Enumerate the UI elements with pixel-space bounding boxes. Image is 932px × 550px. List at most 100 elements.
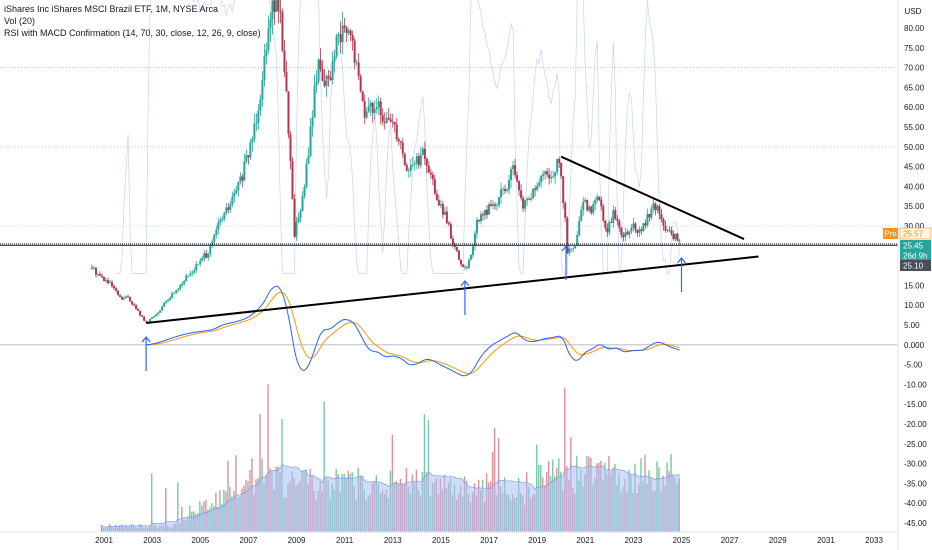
candle-body: [225, 207, 228, 213]
candle-body: [177, 288, 180, 291]
support-trendline: [146, 255, 759, 325]
candle-body: [127, 296, 130, 298]
y-tick-label: 15.00: [904, 281, 925, 290]
candle-body: [227, 207, 230, 210]
legend-title[interactable]: iShares Inc iShares MSCI Brazil ETF, 1M,…: [4, 4, 219, 14]
y-tick-label: 65.00: [904, 83, 925, 92]
candle-body: [590, 206, 593, 213]
candle-body: [191, 272, 194, 274]
candle-body: [516, 175, 519, 181]
candle-body: [223, 212, 226, 219]
candle-body: [670, 230, 673, 234]
up-arrow-head: [460, 279, 470, 287]
macd-pane: [0, 285, 898, 377]
candle-body: [125, 296, 128, 299]
candle-body: [109, 282, 112, 284]
candle-body: [237, 182, 240, 191]
candle-body: [399, 141, 402, 143]
candle-body: [632, 223, 635, 228]
x-tick-label: 2021: [576, 536, 594, 545]
candle-body: [455, 246, 458, 251]
candle-body: [117, 290, 120, 296]
candle-body: [608, 222, 611, 233]
candle-body: [375, 107, 378, 110]
candle-body: [359, 76, 362, 92]
candle-body: [592, 203, 595, 213]
candle-body: [121, 296, 124, 300]
candle-body: [389, 119, 392, 122]
candle-body: [668, 230, 671, 232]
candle-body: [421, 148, 424, 155]
candle-body: [105, 280, 108, 281]
y-tick-label: 50.00: [904, 143, 925, 152]
y-tick-label: 5.00: [904, 321, 920, 330]
candle-body: [646, 213, 649, 226]
volume-bar: [423, 414, 426, 532]
legend-volume[interactable]: Vol (20): [4, 16, 36, 26]
candle-body: [363, 101, 366, 118]
candle-body: [251, 139, 254, 143]
price-tag-box: [900, 260, 931, 271]
candle-body: [562, 176, 565, 204]
candle-body: [520, 190, 523, 198]
candle-body: [662, 218, 665, 226]
y-tick-label: -10.00: [904, 380, 927, 389]
candle-body: [317, 59, 320, 82]
candle-body: [229, 204, 232, 210]
candle-body: [343, 25, 346, 28]
candle-body: [469, 255, 472, 260]
candle-body: [494, 204, 497, 206]
candle-body: [461, 264, 464, 268]
candle-body: [153, 316, 156, 318]
candle-body: [642, 223, 645, 232]
candle-body: [429, 172, 432, 175]
candle-body: [271, 0, 274, 20]
candle-body: [115, 288, 118, 291]
candle-body: [339, 34, 342, 43]
candle-body: [554, 172, 557, 177]
up-arrow-head: [561, 244, 571, 252]
candle-body: [309, 126, 312, 156]
candle-body: [508, 179, 511, 190]
volume-bar: [323, 401, 325, 532]
y-tick-label: 45.00: [904, 163, 925, 172]
y-tick-label: -30.00: [904, 460, 927, 469]
candle-body: [544, 171, 547, 174]
candle-body: [678, 240, 681, 242]
candle-body: [291, 161, 294, 200]
legend-rsi[interactable]: RSI with MACD Confirmation (14, 70, 30, …: [4, 28, 261, 38]
candle-body: [383, 121, 386, 123]
chart-legend: iShares Inc iShares MSCI Brazil ETF, 1M,…: [4, 3, 261, 39]
candle-body: [417, 156, 420, 166]
macd-signal-line: [146, 291, 680, 375]
y-tick-label: -15.00: [904, 400, 927, 409]
candle-body: [594, 200, 597, 204]
candle-body: [297, 217, 300, 223]
candle-body: [111, 282, 114, 287]
candle-body: [504, 188, 507, 191]
candle-body: [576, 234, 579, 245]
candle-body: [447, 223, 450, 225]
candle-body: [333, 56, 336, 62]
candle-body: [195, 264, 198, 271]
volume-bar: [165, 488, 167, 532]
candle-body: [96, 274, 99, 275]
candle-body: [500, 189, 503, 198]
candle-body: [514, 165, 517, 176]
candle-body: [319, 59, 322, 70]
candle-body: [219, 220, 222, 223]
candle-body: [265, 49, 268, 57]
candle-body: [385, 117, 388, 123]
candle-body: [405, 164, 408, 171]
candle-body: [465, 266, 468, 268]
candle-body: [644, 223, 647, 226]
candle-body: [550, 177, 553, 179]
volume-bar: [564, 387, 566, 532]
candle-body: [301, 196, 304, 212]
candle-body: [638, 229, 641, 233]
candle-body: [628, 231, 631, 235]
candle-body: [283, 50, 286, 72]
candle-body: [614, 210, 617, 219]
candle-body: [459, 259, 462, 265]
